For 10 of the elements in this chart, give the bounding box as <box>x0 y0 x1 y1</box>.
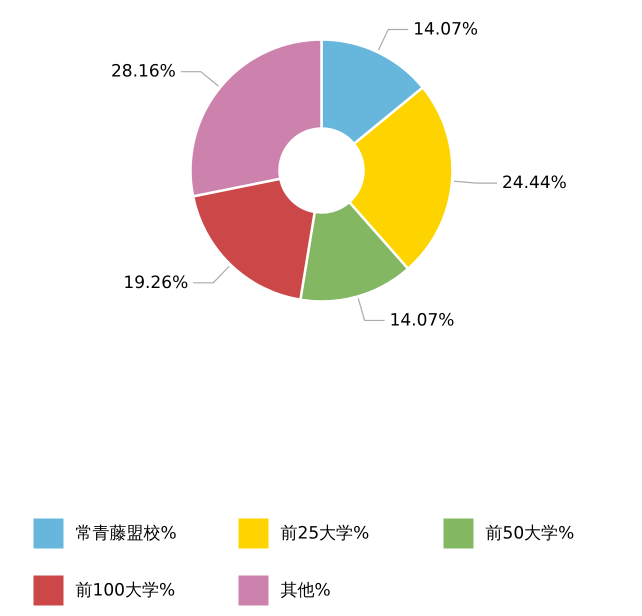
data-label: 14.07% <box>413 19 478 40</box>
legend-label: 其他% <box>280 580 331 600</box>
data-label: 28.16% <box>110 62 176 82</box>
legend-label: 前25大学% <box>280 524 370 544</box>
data-label: 14.07% <box>390 310 454 330</box>
data-label: 24.44% <box>502 173 567 194</box>
legend-label: 常青藤盟校% <box>76 524 177 544</box>
data-label: 19.26% <box>123 272 188 293</box>
legend-label: 前100大学% <box>76 580 176 600</box>
legend-label: 前50大学% <box>486 524 574 544</box>
